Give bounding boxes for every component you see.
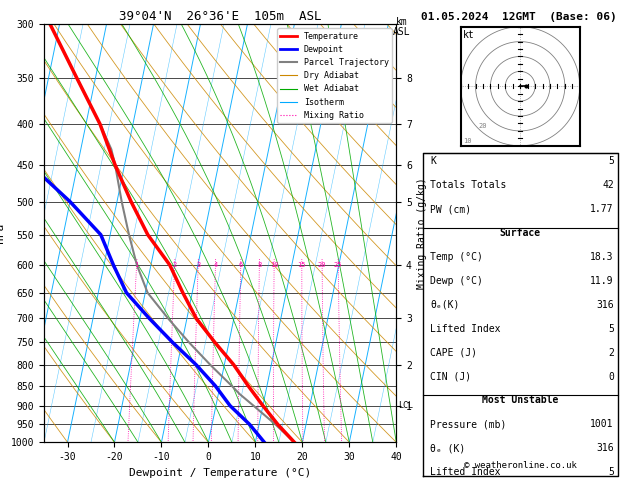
Text: Lifted Index: Lifted Index [430, 324, 501, 334]
Text: CIN (J): CIN (J) [430, 372, 472, 382]
Text: 20: 20 [318, 261, 326, 268]
Text: Temp (°C): Temp (°C) [430, 252, 483, 262]
Text: 5: 5 [608, 467, 614, 477]
Text: 10: 10 [270, 261, 279, 268]
Text: 4: 4 [213, 261, 218, 268]
Text: 2: 2 [172, 261, 177, 268]
Text: 5: 5 [608, 156, 614, 166]
Text: 01.05.2024  12GMT  (Base: 06): 01.05.2024 12GMT (Base: 06) [421, 12, 617, 22]
Text: θₑ (K): θₑ (K) [430, 443, 465, 453]
Text: km: km [396, 17, 407, 27]
Text: 18.3: 18.3 [590, 252, 614, 262]
Text: Totals Totals: Totals Totals [430, 180, 507, 190]
Legend: Temperature, Dewpoint, Parcel Trajectory, Dry Adiabat, Wet Adiabat, Isotherm, Mi: Temperature, Dewpoint, Parcel Trajectory… [277, 29, 392, 123]
Text: 8: 8 [257, 261, 262, 268]
Text: 0: 0 [608, 372, 614, 382]
Text: Pressure (mb): Pressure (mb) [430, 419, 507, 430]
Text: 42: 42 [602, 180, 614, 190]
Text: © weatheronline.co.uk: © weatheronline.co.uk [464, 461, 577, 470]
Text: 1.77: 1.77 [590, 204, 614, 214]
Title: 39°04'N  26°36'E  105m  ASL: 39°04'N 26°36'E 105m ASL [119, 10, 321, 23]
Text: Most Unstable: Most Unstable [482, 396, 559, 405]
Text: 15: 15 [298, 261, 306, 268]
Text: Lifted Index: Lifted Index [430, 467, 501, 477]
Text: 1: 1 [135, 261, 139, 268]
Y-axis label: hPa: hPa [0, 223, 5, 243]
Text: kt: kt [463, 30, 475, 40]
Text: Dewp (°C): Dewp (°C) [430, 276, 483, 286]
Text: 10: 10 [464, 138, 472, 144]
Text: 3: 3 [196, 261, 200, 268]
Text: 5: 5 [608, 324, 614, 334]
Text: 25: 25 [334, 261, 342, 268]
Text: 20: 20 [479, 123, 487, 129]
Text: 2: 2 [608, 347, 614, 358]
Text: θₑ(K): θₑ(K) [430, 300, 460, 310]
Text: Surface: Surface [499, 228, 541, 238]
Text: 6: 6 [238, 261, 243, 268]
Text: 11.9: 11.9 [590, 276, 614, 286]
X-axis label: Dewpoint / Temperature (°C): Dewpoint / Temperature (°C) [129, 468, 311, 478]
Text: 316: 316 [596, 300, 614, 310]
Text: 316: 316 [596, 443, 614, 453]
Text: PW (cm): PW (cm) [430, 204, 472, 214]
Text: 1001: 1001 [590, 419, 614, 430]
Text: CAPE (J): CAPE (J) [430, 347, 477, 358]
Text: LCL: LCL [398, 401, 413, 410]
Text: ASL: ASL [392, 27, 410, 37]
Text: K: K [430, 156, 437, 166]
Y-axis label: Mixing Ratio (g/kg): Mixing Ratio (g/kg) [418, 177, 428, 289]
